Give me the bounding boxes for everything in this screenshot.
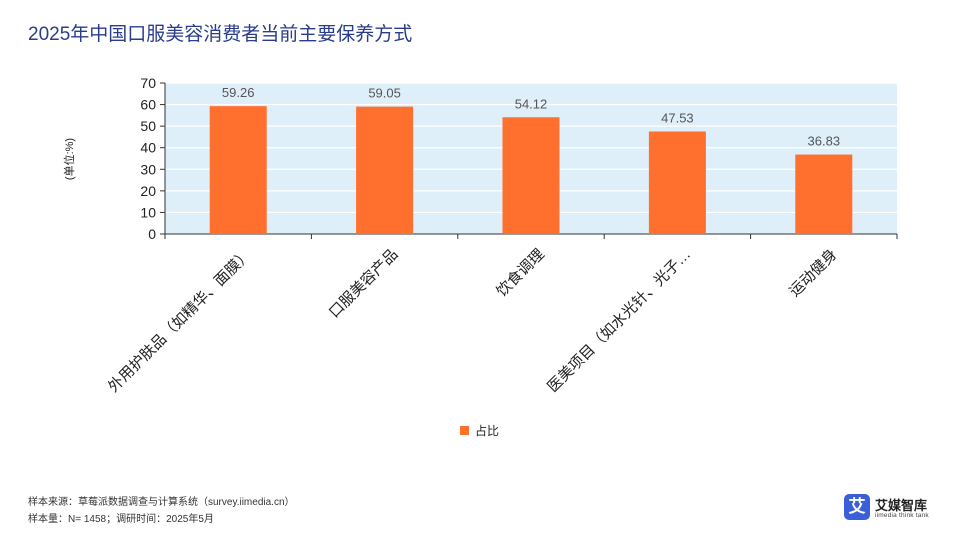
bar-chart: 0 10 20 30 40 50 60 70 (单位:%) 59.26 外用护肤品（如精华、面膜） 5… — [62, 75, 898, 438]
bar — [795, 154, 853, 234]
y-tick-label: 10 — [140, 204, 156, 220]
y-tick-label: 70 — [140, 75, 156, 91]
data-label: 47.53 — [661, 110, 694, 125]
category-label: 饮食调理 — [493, 246, 547, 300]
y-tick-label: 60 — [140, 97, 156, 113]
y-tick-label: 30 — [140, 161, 156, 177]
data-label: 54.12 — [515, 96, 548, 111]
data-label: 59.05 — [368, 86, 401, 101]
category-label: 外用护肤品（如精华、面膜） — [105, 246, 255, 396]
logo-name: 艾媒智库 — [875, 498, 928, 513]
bar — [502, 117, 560, 234]
y-tick-label: 40 — [140, 140, 156, 156]
legend-swatch — [460, 426, 469, 435]
category-label: 运动健身 — [786, 246, 840, 300]
category-label: 医美项目（如水光针、光子… — [544, 246, 694, 396]
bar — [356, 106, 414, 234]
category-label: 口服美容产品 — [326, 246, 402, 322]
legend-label: 占比 — [475, 423, 499, 438]
y-tick-label: 0 — [148, 226, 156, 242]
y-axis-title: (单位:%) — [62, 138, 76, 180]
bar — [648, 131, 706, 234]
sample-note: 样本量：N= 1458；调研时间：2025年5月 — [28, 514, 214, 525]
logo-mark-icon: 艾 — [844, 494, 870, 520]
bar — [209, 106, 267, 234]
logo-subtitle: iimedia think tank — [875, 512, 929, 519]
y-tick-label: 50 — [140, 118, 156, 134]
iimedia-logo[interactable]: 艾 艾媒智库 iimedia think tank — [844, 494, 944, 522]
data-label: 59.26 — [222, 85, 255, 100]
data-label: 36.83 — [808, 134, 841, 149]
chart-title: 2025年中国口服美容消费者当前主要保养方式 — [28, 24, 413, 45]
source-note: 样本来源：草莓派数据调查与计算系统（survey.iimedia.cn） — [28, 497, 295, 508]
y-tick-label: 20 — [140, 183, 156, 199]
